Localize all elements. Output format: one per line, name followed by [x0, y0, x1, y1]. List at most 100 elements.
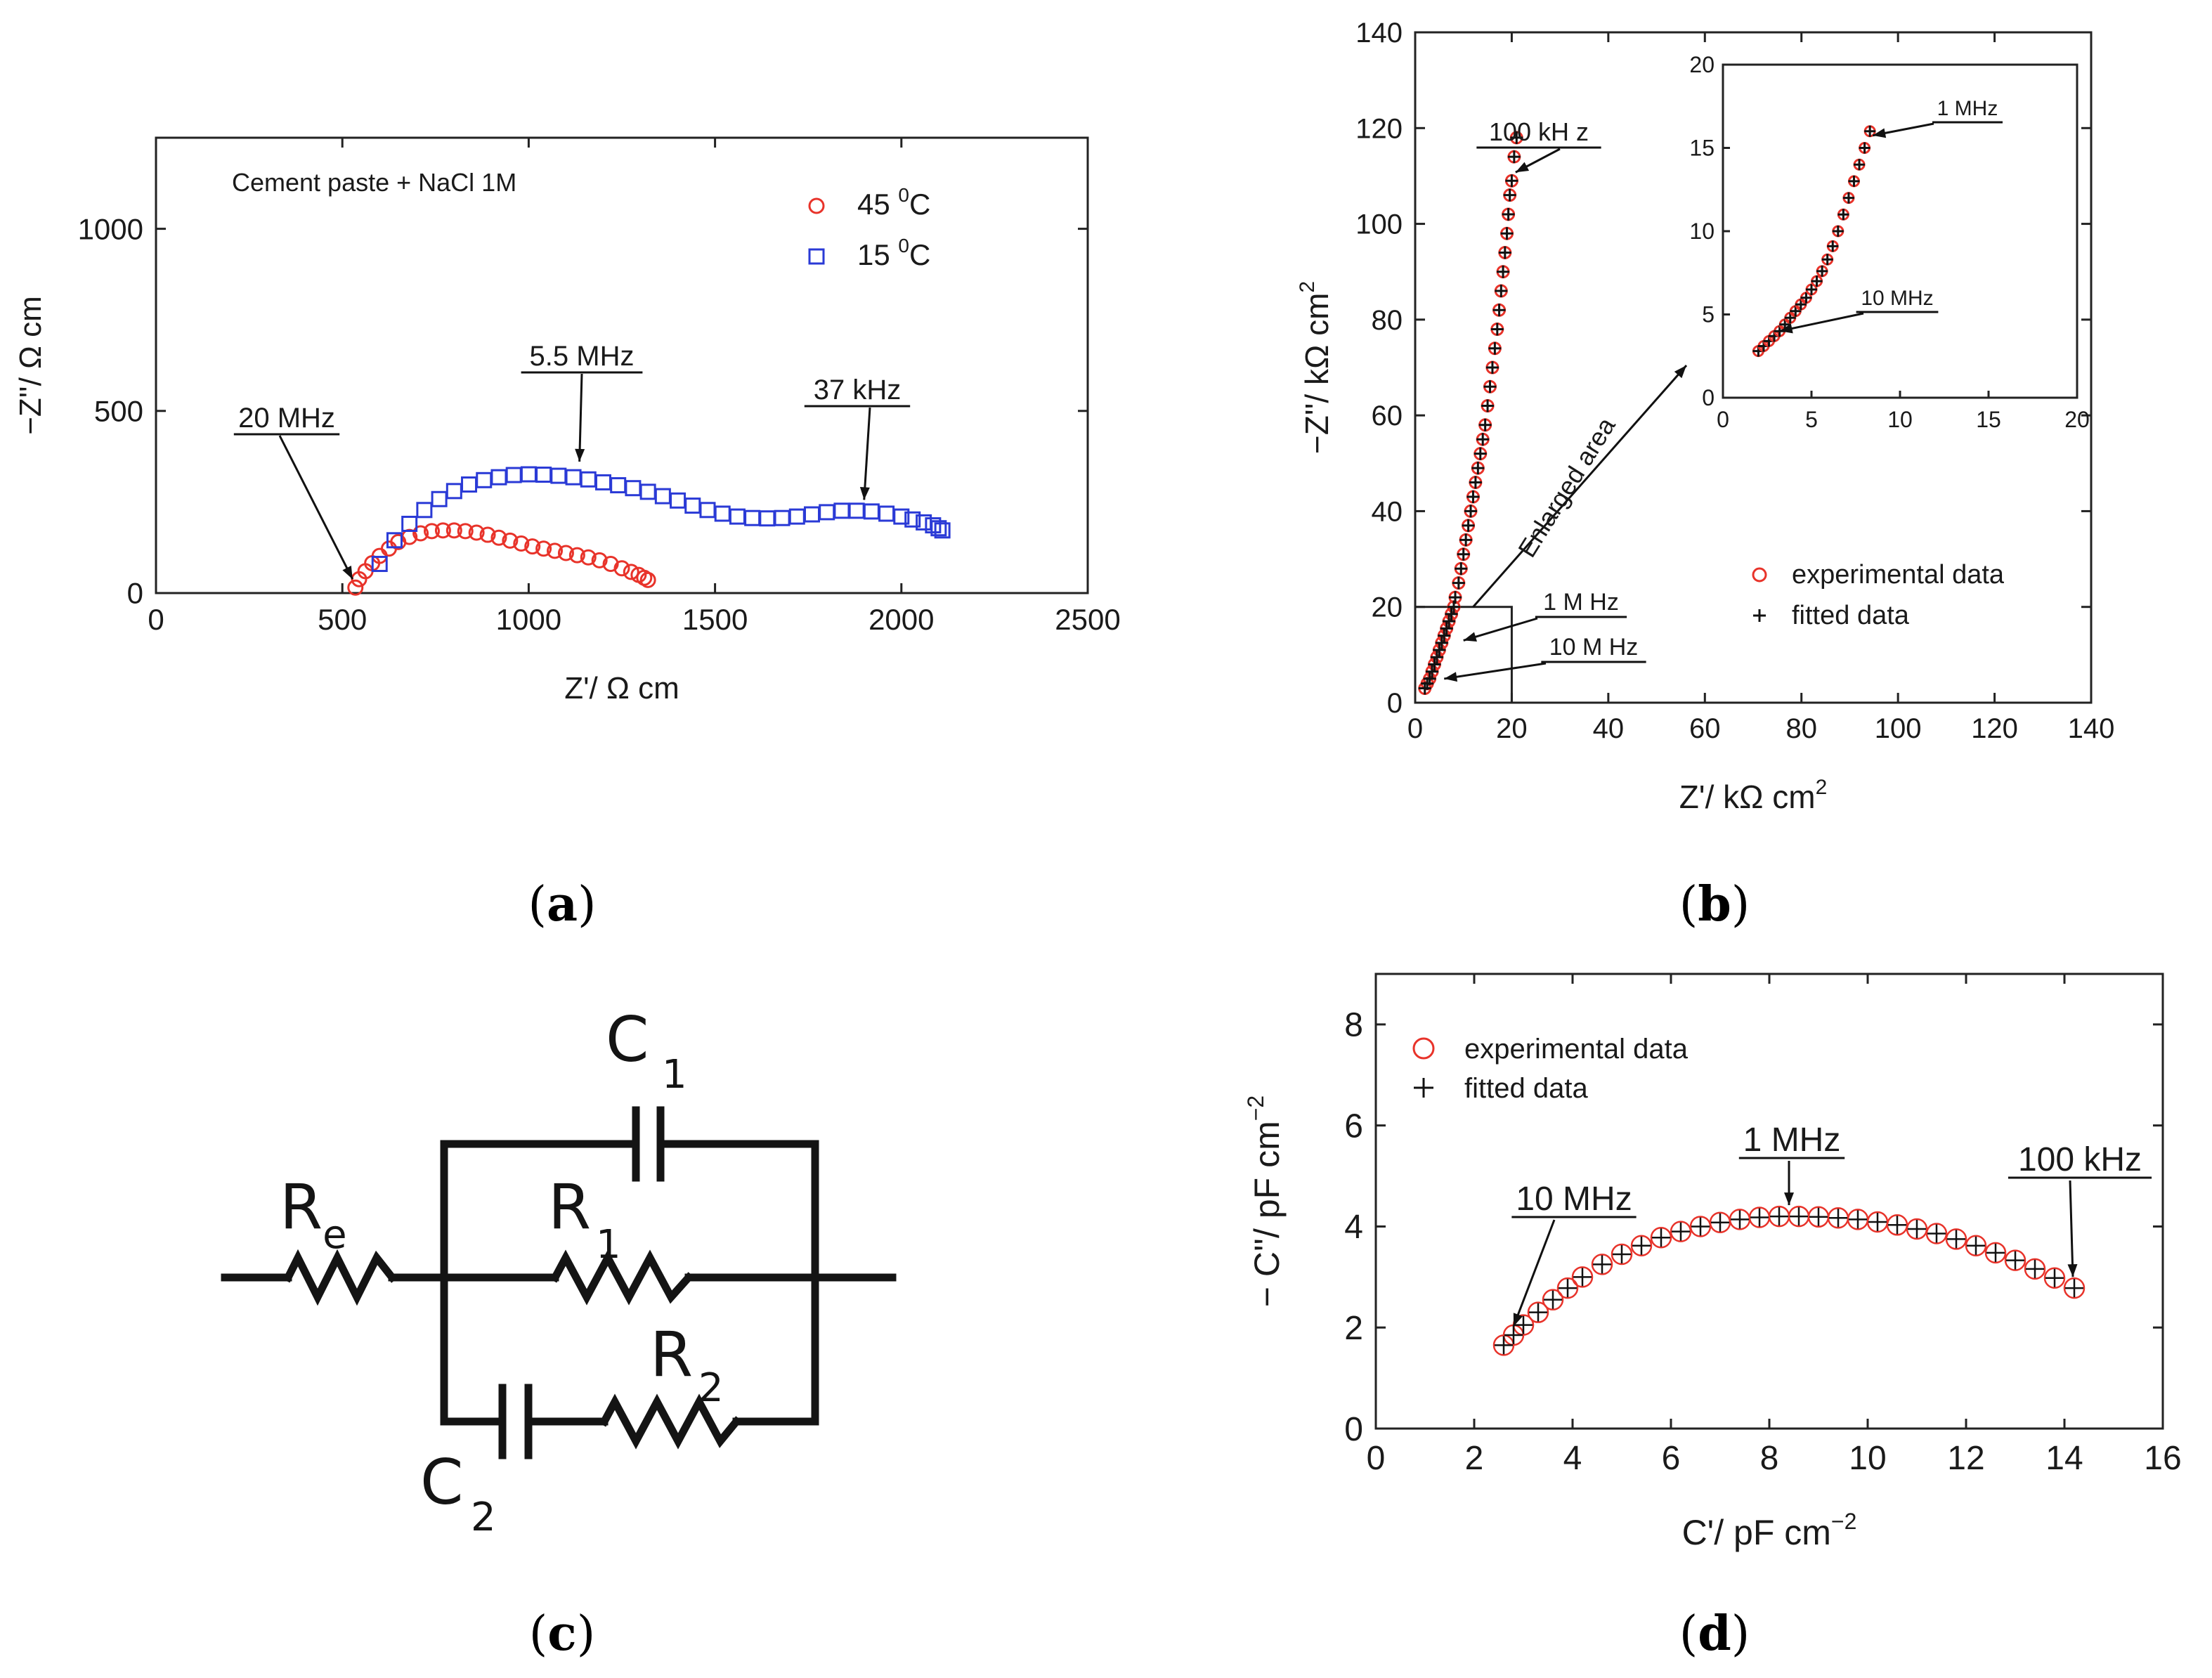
d-y-axis-label: − C''/ pF cm−2: [1243, 1095, 1287, 1307]
a-legend-label-15C: 15 0C: [857, 235, 930, 271]
b-legend-label-fitted: fitted data: [1792, 601, 1910, 630]
b-point-fitted: [1469, 476, 1482, 489]
d-point-experimental: [2024, 1258, 2046, 1280]
a-point-45C: [423, 523, 440, 540]
b-point-fitted: [1498, 246, 1511, 259]
b-point-fitted: [1476, 433, 1490, 446]
b-point-fitted: [1430, 651, 1443, 664]
b-x-axis-label-sup: 2: [1816, 776, 1828, 799]
b-legend: experimental data fitted data: [1752, 560, 2005, 630]
a-point-45C: [490, 529, 507, 546]
d-point-fitted: [1691, 1217, 1710, 1236]
d-annotation-1mhz-arrow-head: [1784, 1192, 1794, 1206]
a-annotation-37khz-arrow-head: [859, 486, 870, 500]
b-point-fitted: [1464, 505, 1478, 518]
b-point-fitted: [1423, 672, 1436, 685]
b-point-fitted: [1495, 284, 1508, 297]
d-point-fitted: [1888, 1216, 1906, 1235]
d-point-fitted: [1529, 1303, 1547, 1322]
b-enlarged-region-box: [1414, 606, 1513, 704]
b-inset-xtick-label: 10: [1887, 407, 1913, 432]
d-x-axis-label: C'/ pF cm−2: [1682, 1509, 1857, 1552]
d-ytick-label: 6: [1344, 1107, 1363, 1145]
a-legend-label-degree: 0: [898, 184, 909, 206]
a-legend-label-degree: 0: [898, 235, 909, 256]
b-ytick-label: 120: [1355, 113, 1403, 144]
b-point-fitted: [1471, 462, 1485, 475]
b-annotation-100khz: 100 kH z: [1489, 117, 1589, 146]
label-re: Re: [280, 1171, 347, 1258]
b-inset-annotation-10mhz: 10 MHz: [1861, 287, 1933, 310]
d-point-fitted: [1927, 1224, 1946, 1243]
b-inset-annotation-1mhz: 1 MHz: [1937, 97, 1998, 120]
a-series-45C: [347, 522, 656, 596]
a-point-45C: [502, 532, 519, 549]
resistor-r2: [599, 1393, 742, 1450]
a-annotation-5-5mhz: 5.5 MHz: [530, 341, 635, 372]
d-point-fitted: [1514, 1315, 1533, 1334]
a-annotation-37khz-arrow-line: [863, 407, 871, 500]
d-annotation-10mhz: 10 MHz: [1516, 1181, 1632, 1218]
circuit-labels: Re C 1 R 1 R 2 C 2: [280, 1003, 724, 1540]
b-point-fitted: [1445, 607, 1458, 620]
b-ytick-label: 100: [1355, 209, 1403, 240]
a-point-45C: [639, 571, 656, 588]
a-x-axis-label: Z'/ Ω cm: [564, 671, 679, 705]
label-r1-sub: 1: [596, 1222, 621, 1268]
d-point-experimental: [2063, 1277, 2086, 1299]
caption-b-open: (: [1679, 877, 1698, 932]
chart-d-capacitance-plot: 0 2 4 6 8 10 12 14 16 0 2 4 6 8 C'/ pF cm−2 − C''/ pF c…: [1243, 973, 2182, 1552]
label-r1: R: [548, 1171, 591, 1243]
b-x-axis-label: Z'/ kΩ cm2: [1679, 776, 1828, 815]
caption-a-close: ): [578, 877, 597, 932]
d-xtick-label: 0: [1367, 1440, 1386, 1477]
d-point-experimental: [1925, 1223, 1948, 1244]
d-ytick-label: 8: [1344, 1007, 1363, 1044]
caption-a-open: (: [528, 877, 547, 932]
b-inset-point-fitted: [1854, 159, 1866, 171]
d-legend-label-experimental: experimental data: [1464, 1034, 1689, 1065]
b-point-fitted: [1502, 207, 1515, 221]
d-series-experimental: [1492, 1205, 2086, 1356]
d-annotation-10mhz-arrow-head: [1513, 1313, 1523, 1327]
a-legend-marker-45C: [808, 197, 825, 214]
b-xtick-label: 0: [1407, 713, 1423, 744]
d-point-fitted: [1908, 1220, 1926, 1239]
b-inset-ytick-label: 15: [1689, 136, 1715, 161]
d-point-fitted: [1613, 1244, 1631, 1263]
d-point-experimental: [1556, 1277, 1579, 1299]
b-inset-point-fitted: [1806, 283, 1817, 295]
b-inset-points: [1752, 125, 1876, 358]
caption-c-open: (: [529, 1606, 548, 1662]
a-point-45C: [468, 524, 485, 541]
d-annotations: 10 MHz 1 MHz 100 kHz: [1511, 1121, 2152, 1327]
d-legend-label-fitted: fitted data: [1464, 1073, 1588, 1104]
b-ytick-label: 40: [1372, 496, 1403, 527]
b-inset-point-fitted: [1800, 292, 1812, 304]
a-point-45C: [434, 522, 451, 539]
a-point-45C: [547, 542, 564, 559]
d-point-fitted: [2065, 1279, 2083, 1298]
d-xtick-label: 2: [1465, 1440, 1484, 1477]
d-point-experimental: [1591, 1254, 1613, 1275]
a-point-15C: [904, 511, 921, 528]
b-point-fitted: [1481, 399, 1495, 412]
b-point-fitted: [1473, 447, 1487, 460]
a-annotation-20mhz-arrow-line: [278, 435, 354, 580]
b-point-fitted: [1478, 418, 1492, 431]
b-inset-xtick-label: 0: [1717, 407, 1729, 432]
b-inset-annotation-1mhz-arrow-head: [1873, 128, 1887, 138]
d-point-fitted: [1573, 1268, 1592, 1287]
caption-c-close: ): [577, 1606, 596, 1662]
d-point-fitted: [1829, 1209, 1847, 1228]
a-point-45C: [479, 526, 496, 543]
d-point-experimental: [1984, 1242, 2007, 1264]
b-inset-point-fitted: [1832, 226, 1844, 237]
caption-b-letter: b: [1698, 876, 1731, 932]
caption-a: (a): [528, 876, 596, 932]
b-point-fitted: [1483, 380, 1497, 394]
d-point-fitted: [1809, 1207, 1828, 1226]
a-point-45C: [524, 538, 541, 555]
